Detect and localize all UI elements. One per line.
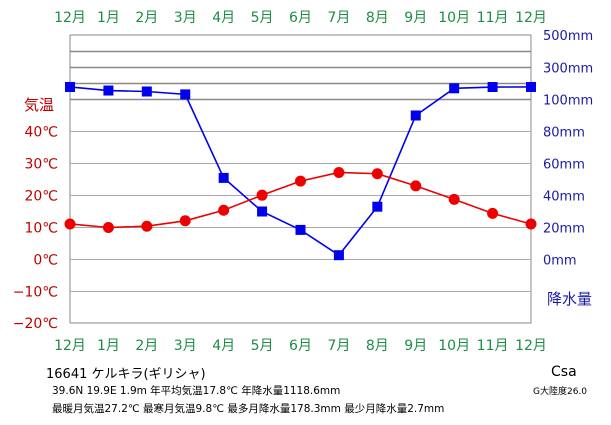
- month-label-bottom: 9月: [404, 338, 427, 354]
- precipitation-tick-label: 20mm: [543, 222, 585, 237]
- temperature-point: [525, 218, 537, 230]
- month-label-bottom: 6月: [289, 338, 312, 354]
- precipitation-point: [526, 81, 536, 92]
- temperature-tick-label: 30℃: [24, 157, 58, 173]
- precipitation-tick-label: 40mm: [543, 190, 585, 205]
- month-label-bottom: 8月: [366, 338, 389, 354]
- precipitation-point: [218, 172, 229, 183]
- temperature-series: [64, 166, 537, 233]
- temperature-tick-label: 0℃: [33, 253, 58, 269]
- month-label-top: 4月: [212, 10, 235, 26]
- temperature-tick-label: 20℃: [24, 189, 58, 205]
- precipitation-tick-label: 60mm: [543, 158, 585, 173]
- precipitation-point: [410, 110, 421, 121]
- month-labels-bottom: 12月 1月 2月 3月 4月 5月 6月 7月 8月 9月 10月 11月 12月: [54, 338, 547, 354]
- temperature-tick-label: 40℃: [24, 125, 58, 141]
- station-location-summary: 39.6N 19.9E 1.9m 年平均気温17.8℃ 年降水量1118.6mm: [52, 385, 341, 397]
- precipitation-point: [449, 83, 460, 94]
- month-label-bottom: 3月: [174, 338, 197, 354]
- month-label-top: 7月: [327, 10, 350, 26]
- precipitation-tick-label: 100mm: [543, 94, 593, 109]
- precipitation-point: [103, 85, 114, 96]
- precipitation-tick-label: 300mm: [543, 62, 593, 77]
- continentality-index: G大陸度26.0: [533, 387, 588, 397]
- month-label-bottom: 11月: [477, 338, 509, 354]
- temperature-point: [64, 218, 76, 230]
- precipitation-point: [372, 201, 383, 212]
- month-label-top: 8月: [366, 10, 389, 26]
- month-label-bottom: 12月: [54, 338, 86, 354]
- month-label-top: 3月: [174, 10, 197, 26]
- month-label-bottom: 10月: [438, 338, 470, 354]
- precipitation-series: [65, 81, 536, 261]
- station-extremes-summary: 最暖月気温27.2℃ 最寒月気温9.8℃ 最多月降水量178.3mm 最少月降水…: [52, 403, 445, 415]
- month-label-top: 10月: [438, 10, 470, 26]
- temperature-point: [179, 215, 191, 227]
- precipitation-point: [295, 224, 306, 235]
- temperature-tick-labels: 40℃ 30℃ 20℃ 10℃ 0℃ −10℃ −20℃: [13, 125, 58, 333]
- month-label-top: 12月: [54, 10, 86, 26]
- temperature-tick-label: −20℃: [13, 316, 58, 332]
- temperature-point: [256, 189, 268, 201]
- temperature-point: [410, 180, 422, 192]
- temperature-point: [218, 204, 230, 216]
- month-label-top: 1月: [97, 10, 120, 26]
- month-label-top: 12月: [515, 10, 547, 26]
- temperature-tick-label: −10℃: [13, 285, 58, 301]
- month-label-top: 5月: [251, 10, 274, 26]
- month-label-top: 9月: [404, 10, 427, 26]
- precipitation-point: [141, 86, 152, 97]
- temperature-point: [102, 222, 114, 233]
- temperature-point: [448, 193, 460, 205]
- precipitation-point: [333, 250, 344, 261]
- month-label-bottom: 7月: [327, 338, 350, 354]
- precipitation-point: [180, 89, 191, 100]
- precipitation-point: [487, 82, 498, 93]
- month-label-bottom: 12月: [515, 338, 547, 354]
- temperature-axis-title: 気温: [24, 96, 54, 114]
- precipitation-tick-label: 0mm: [543, 254, 577, 269]
- month-label-bottom: 2月: [135, 338, 158, 354]
- month-label-top: 6月: [289, 10, 312, 26]
- month-label-top: 11月: [477, 10, 509, 26]
- month-labels-top: 12月 1月 2月 3月 4月 5月 6月 7月 8月 9月 10月 11月 12月: [54, 10, 547, 26]
- plot-border: [69, 34, 532, 324]
- month-label-bottom: 5月: [251, 338, 274, 354]
- station-name: 16641 ケルキラ(ギリシャ): [46, 367, 206, 382]
- temperature-point: [333, 166, 345, 178]
- temperature-point: [141, 220, 153, 232]
- temperature-point: [295, 175, 306, 187]
- month-label-bottom: 1月: [97, 338, 120, 354]
- precipitation-tick-label: 80mm: [543, 126, 585, 141]
- month-label-top: 2月: [135, 10, 158, 26]
- precipitation-point: [257, 206, 268, 217]
- precipitation-tick-labels: 500mm 300mm 100mm 80mm 60mm 40mm 20mm 0mm: [543, 29, 593, 269]
- precipitation-tick-label: 500mm: [543, 29, 593, 44]
- precipitation-point: [65, 81, 75, 92]
- climate-class: Csa: [551, 364, 577, 380]
- month-label-bottom: 4月: [212, 338, 235, 354]
- chart-grid: [69, 34, 532, 324]
- precipitation-axis-title: 降水量: [547, 290, 592, 308]
- temperature-point: [371, 168, 383, 180]
- temperature-tick-label: 10℃: [24, 221, 58, 237]
- temperature-point: [487, 207, 499, 219]
